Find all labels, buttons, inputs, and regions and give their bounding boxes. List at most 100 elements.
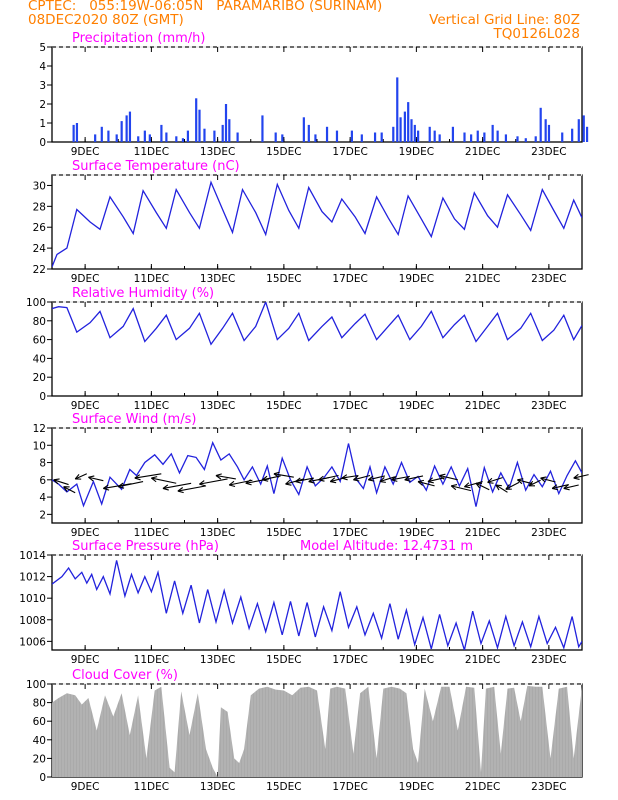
precipitation-bar [544,119,547,142]
precipitation-bar [561,132,564,142]
wind-arrow-head [505,484,510,490]
temperature-ytick-label: 30 [33,180,46,192]
precipitation-bar [203,128,206,142]
wind-arrow-head [495,484,500,491]
precipitation-bar [470,134,473,142]
temperature-xtick-label: 13DEC [200,273,235,285]
precipitation-bar [307,124,310,142]
pressure-series-line [52,560,582,650]
wind-series-line [52,440,582,508]
precipitation-bar [496,130,499,142]
wind-arrow-head [439,473,446,477]
wind-arrow-head [367,475,374,481]
pressure-xtick-label: 21DEC [465,654,500,666]
wind-xtick-label: 9DEC [71,527,100,539]
wind-arrow-shaft [199,478,228,485]
precipitation-ytick-label: 4 [39,61,46,73]
humidity-series-line [52,302,582,346]
precipitation-bar [534,136,537,142]
cloud-cover-ytick-label: 60 [33,716,46,728]
wind-arrow-head [404,479,411,482]
wind-arrow-shaft [318,474,339,481]
pressure-frame [51,554,583,651]
humidity-xtick-label: 17DEC [332,400,367,412]
precipitation-bar [143,130,146,142]
wind-arrow-shaft [53,479,69,486]
cloud-cover-ytick-label: 40 [33,735,46,747]
precipitation-bar [483,132,486,142]
wind-arrow-shaft [505,481,520,490]
precipitation-bar [417,130,420,142]
humidity-xtick-label: 19DEC [399,400,434,412]
precipitation-xtick-label: 11DEC [134,146,169,158]
pressure-xtick-label: 11DEC [134,654,169,666]
wind-arrow-head [427,477,433,482]
humidity-xtick-label: 11DEC [134,400,169,412]
wind-arrow-head [417,479,425,483]
cloud-cover-ytick-label: 100 [26,679,46,691]
precipitation-bar [281,134,284,142]
wind-arrow-head [228,480,235,486]
wind-arrow-head [103,487,110,491]
wind-arrow-head [177,490,184,494]
precipitation-xtick-label: 9DEC [71,146,100,158]
wind-arrow-shaft [552,484,569,489]
temperature-xtick-label: 23DEC [531,273,566,285]
wind-arrow-shaft [464,481,483,488]
wind-arrow-head [475,482,481,489]
wind-arrow-head [329,477,336,482]
temperature-ytick-label: 28 [33,201,46,213]
precipitation-bar [213,130,216,142]
wind-ytick-label: 8 [39,458,46,470]
precipitation-bar [539,107,542,142]
precipitation-bar [165,132,168,142]
wind-arrow-shaft [404,475,424,481]
precipitation-bar [181,138,185,142]
precipitation-xtick-label: 21DEC [465,146,500,158]
wind-arrow-shaft [88,476,104,482]
wind-arrow-shaft [341,474,359,479]
wind-arrow-head [151,476,158,479]
humidity-title: Relative Humidity (%) [72,286,214,301]
precipitation-bar [198,109,201,142]
wind-arrow-shaft [391,475,410,481]
precipitation-bar [403,111,406,142]
pressure-xtick-label: 13DEC [200,654,235,666]
wind-arrow-shaft [528,479,541,487]
temperature-frame [51,174,583,270]
precipitation-bar [137,136,140,142]
precipitation-bar [577,119,580,142]
cloud-cover-xtick-label: 15DEC [266,781,301,793]
wind-arrow-head [53,479,59,485]
precipitation-xtick-label: 13DEC [200,146,235,158]
cloud-cover-ytick-label: 0 [39,772,46,784]
wind-arrow-shaft [427,477,445,483]
precipitation-xtick-label: 23DEC [531,146,566,158]
precipitation-frame [51,46,583,143]
precipitation-bar [94,134,97,142]
wind-arrow-shaft [134,473,162,479]
wind-arrow-head [53,478,60,481]
wind-arrow-head [573,473,579,479]
wind-ytick-label: 10 [33,440,46,452]
wind-arrow-head [245,479,251,484]
wind-arrow-shaft [495,484,508,493]
wind-arrow-shaft [563,484,579,489]
pressure-ytick-label: 1008 [19,615,46,627]
precipitation-bar [186,130,190,142]
pressure-ytick-label: 1012 [19,572,46,584]
wind-arrow-head [63,486,68,492]
precipitation-bar [524,138,527,142]
precipitation-bar [314,134,317,142]
temperature-series-line [52,180,582,268]
header-grid-note: Vertical Grid Line: 80Z [429,12,580,28]
pressure-title: Surface Pressure (hPa) [72,539,219,554]
wind-arrow-head [528,480,534,487]
wind-arrow-head [540,476,547,479]
cloud-cover-xtick-label: 9DEC [71,781,100,793]
wind-arrow-shaft [63,486,76,494]
precipitation-bar [585,126,589,142]
temperature-ytick-label: 24 [33,243,47,255]
precipitation-bar [410,119,413,142]
precipitation-bar [476,130,479,142]
